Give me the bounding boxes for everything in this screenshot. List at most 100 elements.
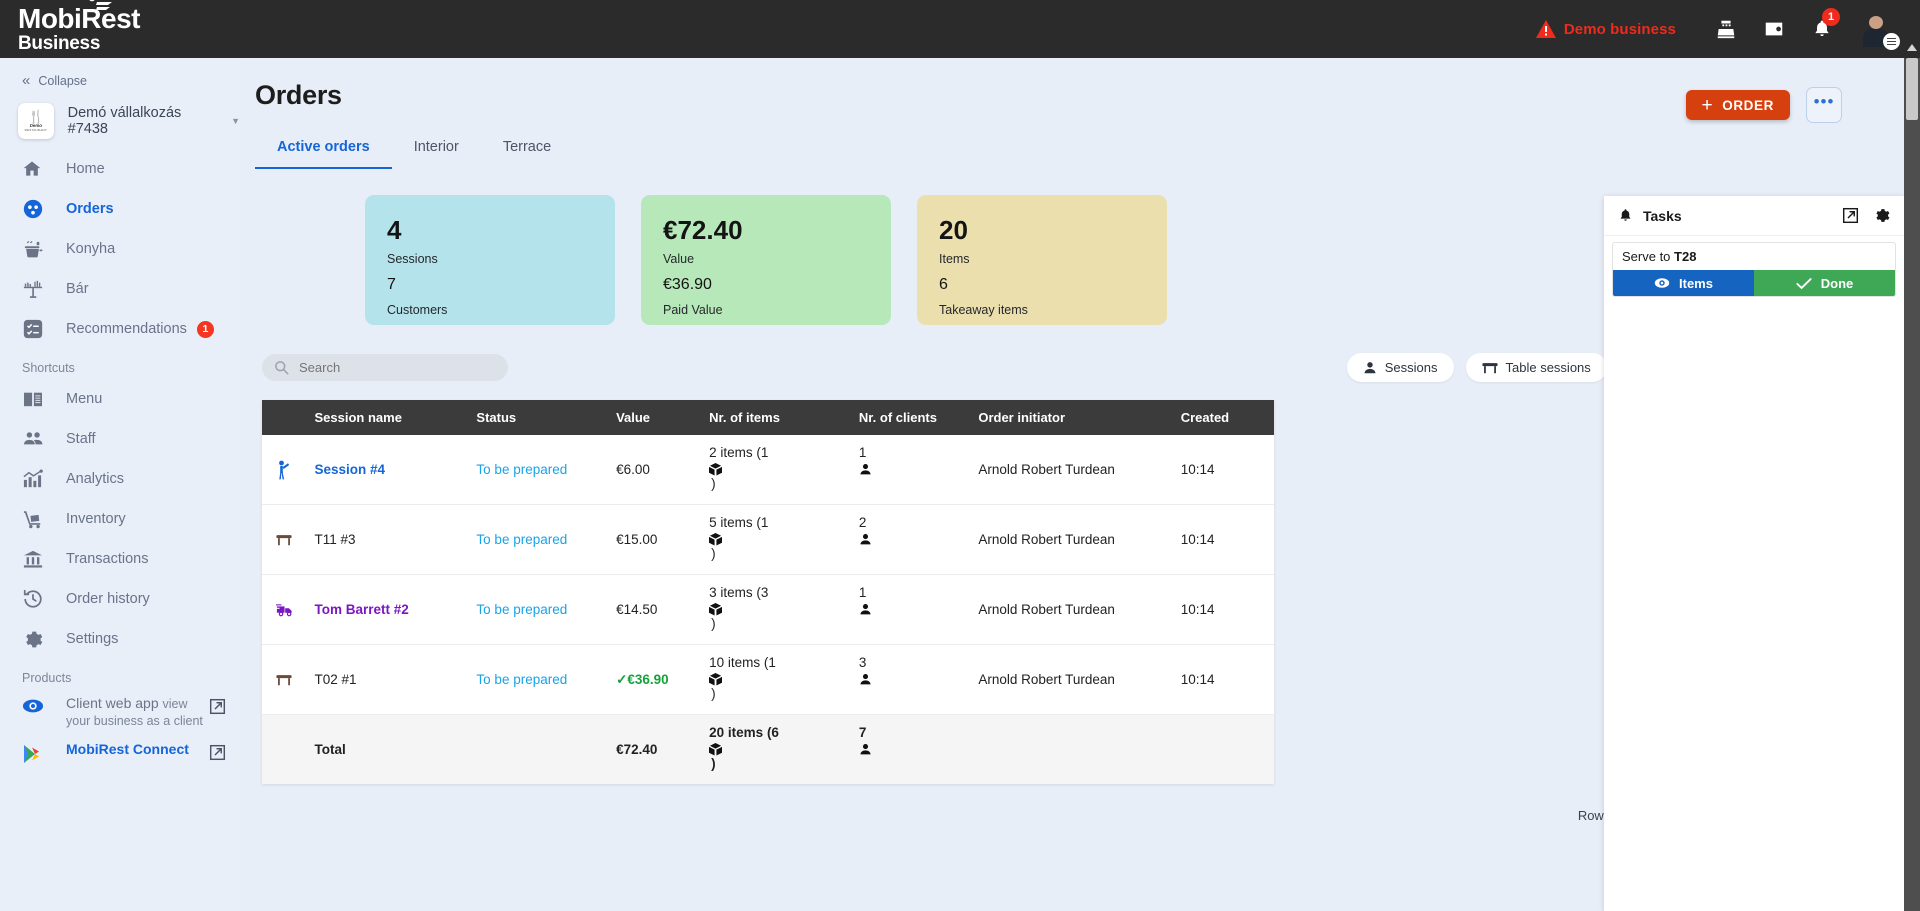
clients-count: 7 bbox=[858, 725, 867, 740]
table-col-session-name[interactable]: Session name bbox=[306, 400, 469, 435]
google-play-icon bbox=[22, 741, 56, 764]
table-sessions-filter-button[interactable]: Table sessions bbox=[1465, 353, 1607, 382]
scroll-up-arrow-icon[interactable] bbox=[1907, 44, 1917, 51]
clients-count: 1 bbox=[858, 585, 867, 600]
table-row[interactable]: T02 #1 To be prepared ✓€36.90 10 items (… bbox=[262, 644, 1274, 715]
row-nr-items: 3 items (3 ) bbox=[701, 574, 851, 645]
people-icon bbox=[22, 430, 56, 448]
sidebar-item-transactions[interactable]: Transactions bbox=[0, 539, 240, 579]
cash-register-icon[interactable] bbox=[1702, 9, 1750, 49]
clients-count: 3 bbox=[858, 655, 867, 670]
task-text-prefix: Serve to bbox=[1622, 249, 1675, 264]
clients-count: 1 bbox=[858, 445, 867, 460]
sidebar-item-menu[interactable]: Menu bbox=[0, 379, 240, 419]
external-link-icon[interactable] bbox=[209, 695, 226, 715]
external-link-icon[interactable] bbox=[209, 741, 226, 761]
bell-icon[interactable]: 1 bbox=[1798, 8, 1846, 49]
plus-icon: + bbox=[1701, 94, 1714, 116]
table-col-nr-clients[interactable]: Nr. of clients bbox=[850, 400, 971, 435]
add-order-button[interactable]: + ORDER bbox=[1685, 90, 1790, 120]
sidebar-item-analytics[interactable]: Analytics bbox=[0, 459, 240, 499]
status-badge: To be prepared bbox=[476, 532, 568, 547]
page-scrollbar[interactable] bbox=[1904, 44, 1920, 911]
table-row[interactable]: Tom Barrett #2 To be prepared €14.50 3 i… bbox=[262, 574, 1274, 645]
eye-icon bbox=[1654, 277, 1670, 289]
sidebar-item-recommendations[interactable]: Recommendations 1 bbox=[0, 309, 240, 349]
product-title: MobiRest Connect bbox=[66, 741, 189, 757]
page-title: Orders bbox=[255, 80, 342, 110]
app-logo[interactable]: MobiRest Business bbox=[18, 0, 141, 53]
row-nr-items: 2 items (1 ) bbox=[701, 435, 851, 505]
sidebar-item-inventory[interactable]: Inventory bbox=[0, 499, 240, 539]
scrollbar-thumb[interactable] bbox=[1906, 58, 1918, 120]
search-input[interactable] bbox=[299, 360, 479, 375]
sidebar-item-settings[interactable]: Settings bbox=[0, 619, 240, 659]
row-session-name[interactable]: Session #4 bbox=[306, 435, 469, 505]
table-col-created[interactable]: Created bbox=[1172, 400, 1274, 435]
checklist-icon bbox=[22, 318, 56, 340]
table-body: Session #4 To be prepared €6.00 2 items … bbox=[262, 435, 1274, 784]
sidebar-item-order-history[interactable]: Order history bbox=[0, 579, 240, 619]
row-nr-clients: 3 bbox=[850, 644, 971, 715]
orders-table-element: Session name Status Value Nr. of items N… bbox=[262, 400, 1274, 784]
task-items-button[interactable]: Items bbox=[1613, 270, 1754, 296]
delivery-truck-icon bbox=[276, 603, 299, 617]
row-session-name[interactable]: Tom Barrett #2 bbox=[306, 574, 469, 645]
sidebar-recommendations-badge: 1 bbox=[196, 320, 214, 338]
gear-icon[interactable] bbox=[1873, 207, 1890, 224]
tab-active-orders[interactable]: Active orders bbox=[255, 129, 392, 169]
sidebar-item-label: Inventory bbox=[66, 511, 126, 527]
sidebar-collapse-button[interactable]: « Collapse bbox=[0, 58, 240, 95]
search-box[interactable] bbox=[262, 354, 508, 381]
wallet-icon[interactable] bbox=[1750, 9, 1798, 49]
tasks-panel-header: Tasks bbox=[1604, 196, 1904, 236]
check-icon bbox=[1796, 277, 1812, 290]
sidebar-item-label: Staff bbox=[66, 431, 96, 447]
demo-business-label[interactable]: Demo business bbox=[1563, 20, 1676, 38]
row-order-initiator: Arnold Robert Turdean bbox=[970, 504, 1173, 575]
table-row[interactable]: Session #4 To be prepared €6.00 2 items … bbox=[262, 435, 1274, 505]
warning-triangle-icon bbox=[1535, 20, 1556, 38]
sidebar-product-client-web-app[interactable]: Client web app view your business as a c… bbox=[0, 689, 240, 735]
sidebar-product-mobirest-connect[interactable]: MobiRest Connect bbox=[0, 735, 240, 770]
sidebar-item-konyha[interactable]: Konyha bbox=[0, 229, 240, 269]
business-selector[interactable]: 🍴 Demo RESTAURANT Demó vállalkozás #7438… bbox=[0, 95, 240, 149]
tab-terrace[interactable]: Terrace bbox=[481, 129, 573, 169]
sidebar-item-staff[interactable]: Staff bbox=[0, 419, 240, 459]
sidebar-item-label: Recommendations bbox=[66, 321, 187, 337]
external-link-icon[interactable] bbox=[1842, 207, 1859, 224]
stat-label-secondary: Paid Value bbox=[663, 303, 723, 317]
row-session-name[interactable]: T11 #3 bbox=[306, 504, 469, 575]
table-col-order-initiator[interactable]: Order initiator bbox=[970, 400, 1173, 435]
avatar[interactable] bbox=[1860, 12, 1900, 50]
table-col-status[interactable]: Status bbox=[468, 400, 609, 435]
bank-icon bbox=[22, 549, 56, 569]
avatar-menu-icon[interactable] bbox=[1883, 33, 1900, 50]
sessions-filter-button[interactable]: Sessions bbox=[1346, 353, 1454, 382]
topbar-actions: Demo business 1 bbox=[1535, 8, 1920, 50]
session-name-link[interactable]: Tom Barrett #2 bbox=[314, 602, 409, 617]
row-session-name[interactable]: T02 #1 bbox=[306, 644, 469, 715]
sidebar-item-orders[interactable]: Orders bbox=[0, 189, 240, 229]
table-col-nr-items[interactable]: Nr. of items bbox=[701, 400, 851, 435]
items-count-pre: 10 items (1 bbox=[709, 655, 776, 670]
takeaway-box-icon bbox=[709, 673, 843, 686]
row-order-initiator: Arnold Robert Turdean bbox=[970, 644, 1173, 715]
row-nr-clients: 2 bbox=[850, 504, 971, 575]
sidebar-item-home[interactable]: Home bbox=[0, 149, 240, 189]
session-name-link[interactable]: Session #4 bbox=[314, 462, 386, 477]
items-count-post: ) bbox=[711, 546, 716, 561]
more-options-button[interactable]: ••• bbox=[1806, 87, 1842, 123]
items-count-pre: 5 items (1 bbox=[709, 515, 769, 530]
row-order-initiator: Arnold Robert Turdean bbox=[970, 574, 1173, 645]
tab-interior[interactable]: Interior bbox=[392, 129, 481, 169]
sidebar-item-label: Analytics bbox=[66, 471, 125, 487]
row-value: €15.00 bbox=[608, 504, 702, 575]
sidebar-item-bar[interactable]: Bár bbox=[0, 269, 240, 309]
stat-label-secondary: Customers bbox=[387, 303, 448, 317]
table-row[interactable]: T11 #3 To be prepared €15.00 5 items (1 … bbox=[262, 504, 1274, 575]
table-col-value[interactable]: Value bbox=[608, 400, 702, 435]
stat-value-secondary: €36.90 bbox=[663, 276, 712, 293]
task-done-button[interactable]: Done bbox=[1754, 270, 1895, 296]
sidebar-item-label: Home bbox=[66, 161, 105, 177]
